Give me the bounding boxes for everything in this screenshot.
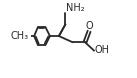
Text: O: O: [85, 21, 93, 31]
Text: NH₂: NH₂: [66, 3, 85, 13]
Text: CH₃: CH₃: [11, 31, 29, 41]
Text: OH: OH: [95, 45, 110, 55]
